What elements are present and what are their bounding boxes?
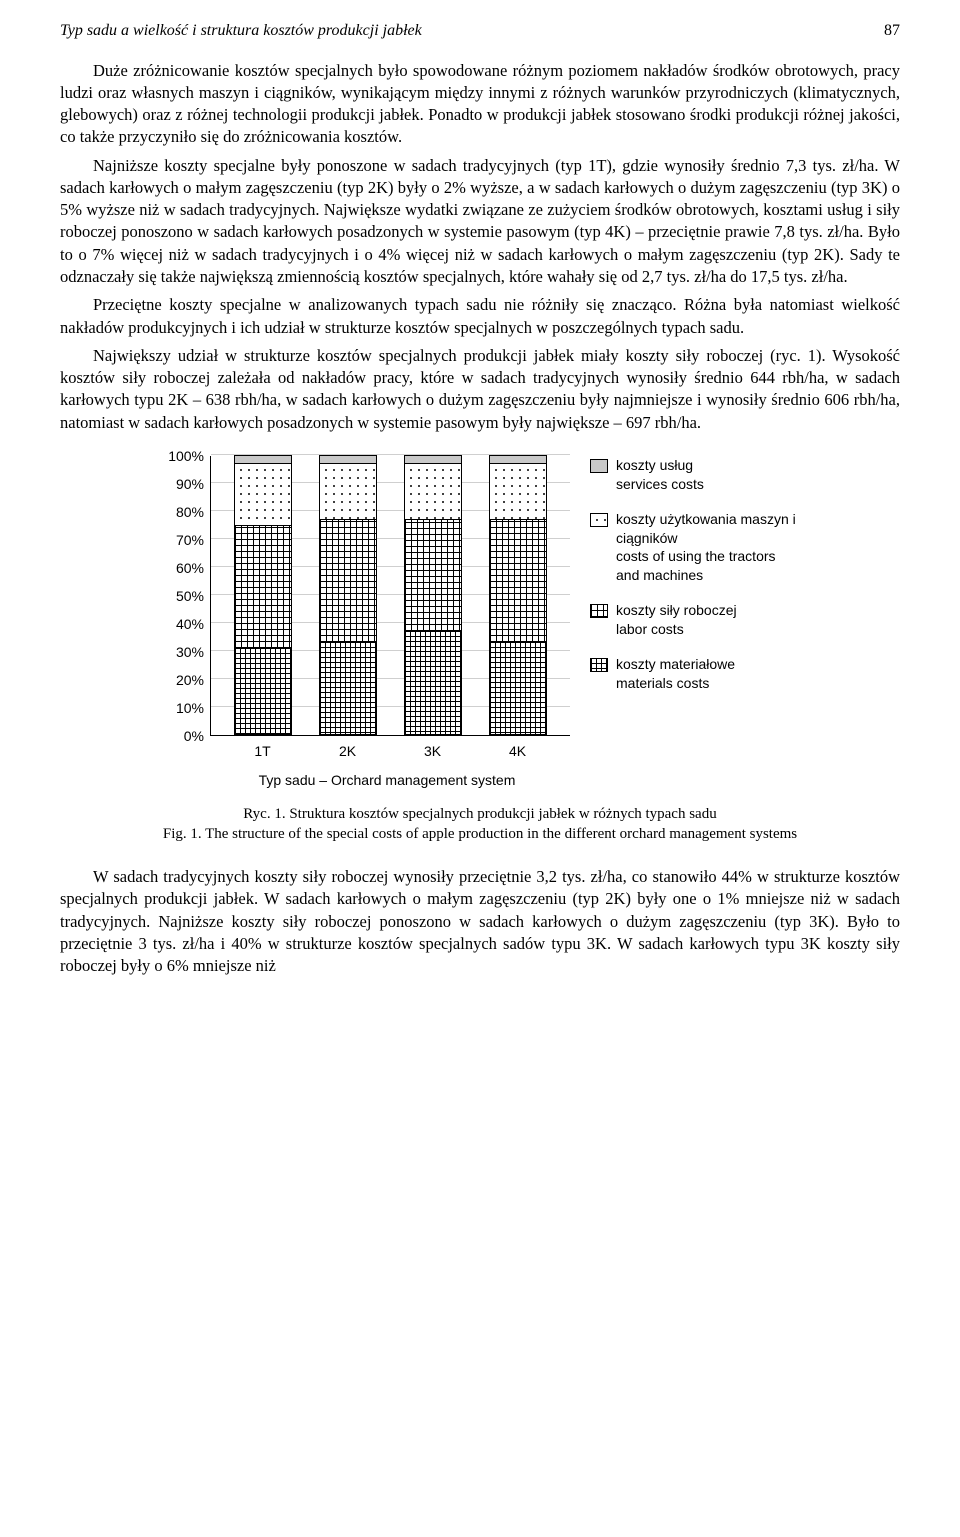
- caption-line: Fig. 1. The structure of the special cos…: [100, 824, 860, 844]
- legend-item-labor: koszty siły roboczejlabor costs: [590, 601, 800, 639]
- running-head: Typ sadu a wielkość i struktura kosztów …: [60, 20, 900, 42]
- bar-2K: [319, 455, 377, 735]
- x-tick-label: 1T: [234, 742, 292, 761]
- stacked-bar-chart: 100%90%80%70%60%50%40%30%20%10%0% 1T 2K 3K…: [160, 456, 800, 790]
- segment-services: [319, 455, 377, 463]
- plot-area: [210, 456, 570, 736]
- segment-machines: [319, 463, 377, 519]
- page-number: 87: [884, 20, 900, 42]
- segment-materials: [319, 642, 377, 734]
- y-axis: 100%90%80%70%60%50%40%30%20%10%0%: [160, 456, 210, 736]
- paragraph: Najniższe koszty specjalne były ponoszon…: [60, 155, 900, 289]
- legend-swatch: [590, 604, 608, 618]
- segment-materials: [234, 648, 292, 735]
- legend-item-services: koszty usługservices costs: [590, 456, 800, 494]
- x-tick-label: 2K: [319, 742, 377, 761]
- x-axis-labels: 1T 2K 3K 4K: [210, 736, 570, 761]
- legend-item-materials: koszty materiałowematerials costs: [590, 655, 800, 693]
- legend-label: koszty materiałowematerials costs: [616, 655, 735, 693]
- bar-4K: [489, 455, 547, 735]
- paragraph: Duże zróżnicowanie kosztów specjalnych b…: [60, 60, 900, 149]
- segment-services: [404, 455, 462, 463]
- legend-swatch: [590, 459, 608, 473]
- x-axis-title: Typ sadu – Orchard management system: [207, 771, 567, 790]
- legend-label: koszty użytkowania maszyn i ciągnikówcos…: [616, 510, 800, 586]
- paragraph: W sadach tradycyjnych koszty siły robocz…: [60, 866, 900, 977]
- segment-materials: [489, 642, 547, 734]
- legend-label: koszty siły roboczejlabor costs: [616, 601, 737, 639]
- x-tick-label: 4K: [489, 742, 547, 761]
- x-tick-label: 3K: [404, 742, 462, 761]
- legend: koszty usługservices costs koszty użytkow…: [590, 456, 800, 790]
- segment-labor: [319, 519, 377, 642]
- figure-1: 100%90%80%70%60%50%40%30%20%10%0% 1T 2K 3K…: [60, 456, 900, 790]
- segment-machines: [404, 463, 462, 519]
- segment-labor: [404, 519, 462, 631]
- bar-3K: [404, 455, 462, 735]
- paragraph: Największy udział w strukturze kosztów s…: [60, 345, 900, 434]
- segment-materials: [404, 631, 462, 735]
- figure-caption: Ryc. 1. Struktura kosztów specjalnych pr…: [100, 804, 860, 845]
- segment-services: [489, 455, 547, 463]
- legend-swatch: [590, 513, 608, 527]
- bar-1T: [234, 455, 292, 735]
- legend-swatch: [590, 658, 608, 672]
- segment-machines: [234, 463, 292, 525]
- segment-labor: [234, 525, 292, 648]
- legend-item-machines: koszty użytkowania maszyn i ciągnikówcos…: [590, 510, 800, 586]
- segment-labor: [489, 519, 547, 642]
- segment-services: [234, 455, 292, 463]
- legend-label: koszty usługservices costs: [616, 456, 704, 494]
- paragraph: Przeciętne koszty specjalne w analizowan…: [60, 294, 900, 339]
- caption-line: Ryc. 1. Struktura kosztów specjalnych pr…: [100, 804, 860, 824]
- segment-machines: [489, 463, 547, 519]
- running-title: Typ sadu a wielkość i struktura kosztów …: [60, 20, 422, 42]
